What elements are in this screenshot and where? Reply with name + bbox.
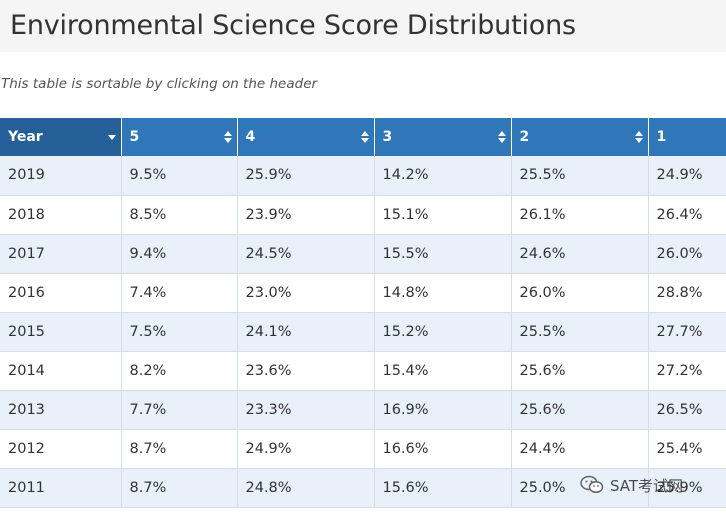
cell-score-3: 15.4% (374, 351, 512, 391)
cell-year: 2019 (0, 156, 122, 196)
cell-score-4: 23.3% (237, 390, 375, 430)
table-row: 2018 8.5% 23.9% 15.1% 26.1% 26.4% (0, 195, 726, 235)
column-header-score-5[interactable]: 5 (121, 118, 238, 156)
cell-score-2: 25.6% (511, 390, 649, 430)
watermark: SAT考试网 (580, 472, 683, 498)
cell-score-5: 9.4% (121, 234, 238, 274)
cell-score-1: 26.4% (648, 195, 726, 235)
cell-score-3: 14.2% (374, 156, 512, 196)
cell-score-4: 23.0% (237, 273, 375, 313)
cell-score-2: 25.5% (511, 312, 649, 352)
cell-score-1: 24.9% (648, 156, 726, 196)
watermark-text: SAT考试网 (610, 476, 684, 495)
cell-score-1: 25.9% (648, 468, 726, 508)
cell-score-2: 25.5% (511, 156, 649, 196)
cell-score-2: 26.1% (511, 195, 649, 235)
cell-score-5: 8.2% (121, 351, 238, 391)
cell-score-1: 26.0% (648, 234, 726, 274)
column-header-label: Year (8, 129, 43, 145)
table-body: 2019 9.5% 25.9% 14.2% 25.5% 24.9% 2018 8… (0, 156, 726, 508)
cell-score-4: 24.8% (237, 468, 375, 508)
sort-both-icon (360, 131, 369, 143)
table-row: 2016 7.4% 23.0% 14.8% 26.0% 28.8% (0, 273, 726, 313)
table-row: 2019 9.5% 25.9% 14.2% 25.5% 24.9% (0, 156, 726, 196)
cell-year: 2015 (0, 312, 122, 352)
sort-both-icon (634, 131, 643, 143)
column-header-label: 1 (656, 129, 667, 145)
cell-score-3: 16.9% (374, 390, 512, 430)
cell-score-5: 8.5% (121, 195, 238, 235)
cell-year: 2011 (0, 468, 122, 508)
table-row: 2015 7.5% 24.1% 15.2% 25.5% 27.7% (0, 312, 726, 352)
cell-score-2: 26.0% (511, 273, 649, 313)
cell-score-5: 7.4% (121, 273, 238, 313)
cell-score-5: 8.7% (121, 429, 238, 469)
cell-year: 2016 (0, 273, 122, 313)
cell-score-3: 14.8% (374, 273, 512, 313)
cell-score-1: 28.8% (648, 273, 726, 313)
table-row: 2014 8.2% 23.6% 15.4% 25.6% 27.2% (0, 351, 726, 391)
cell-score-1: 27.7% (648, 312, 726, 352)
header-row: Year 5 4 3 (0, 118, 726, 156)
table-row: 2017 9.4% 24.5% 15.5% 24.6% 26.0% (0, 234, 726, 274)
cell-year: 2014 (0, 351, 122, 391)
cell-score-3: 15.2% (374, 312, 512, 352)
wechat-icon (580, 475, 604, 494)
score-distribution-table: Year 5 4 3 (0, 118, 726, 508)
cell-score-4: 24.5% (237, 234, 375, 274)
sort-both-icon (223, 131, 232, 143)
cell-year: 2013 (0, 390, 122, 430)
table-hint: This table is sortable by clicking on th… (1, 76, 318, 92)
cell-year: 2012 (0, 429, 122, 469)
title-bar: Environmental Science Score Distribution… (0, 0, 726, 52)
cell-score-4: 23.6% (237, 351, 375, 391)
table-row: 2012 8.7% 24.9% 16.6% 24.4% 25.4% (0, 429, 726, 469)
column-header-score-3[interactable]: 3 (374, 118, 512, 156)
cell-score-3: 15.5% (374, 234, 512, 274)
column-header-score-2[interactable]: 2 (511, 118, 649, 156)
cell-score-4: 24.9% (237, 429, 375, 469)
cell-year: 2017 (0, 234, 122, 274)
cell-score-3: 16.6% (374, 429, 512, 469)
table-row: 2013 7.7% 23.3% 16.9% 25.6% 26.5% (0, 390, 726, 430)
cell-score-5: 8.7% (121, 468, 238, 508)
column-header-score-4[interactable]: 4 (237, 118, 375, 156)
page-title: Environmental Science Score Distribution… (10, 10, 576, 41)
cell-year: 2018 (0, 195, 122, 235)
column-header-label: 2 (519, 129, 530, 145)
cell-score-1: 27.2% (648, 351, 726, 391)
cell-score-4: 25.9% (237, 156, 375, 196)
cell-score-2: 25.6% (511, 351, 649, 391)
cell-score-5: 7.7% (121, 390, 238, 430)
table-row: 2011 8.7% 24.8% 15.6% 25.0% 25.9% (0, 468, 726, 508)
column-header-score-1[interactable]: 1 (648, 118, 726, 156)
cell-score-4: 24.1% (237, 312, 375, 352)
cell-score-2: 24.6% (511, 234, 649, 274)
cell-score-2: 24.4% (511, 429, 649, 469)
cell-score-3: 15.6% (374, 468, 512, 508)
column-header-label: 5 (129, 129, 140, 145)
sort-both-icon (497, 131, 506, 143)
caret-down-icon (107, 135, 116, 140)
cell-score-5: 7.5% (121, 312, 238, 352)
cell-score-3: 15.1% (374, 195, 512, 235)
cell-score-2: 25.0% (511, 468, 649, 508)
column-header-label: 3 (382, 129, 393, 145)
cell-score-1: 25.4% (648, 429, 726, 469)
cell-score-5: 9.5% (121, 156, 238, 196)
column-header-label: 4 (245, 129, 256, 145)
cell-score-4: 23.9% (237, 195, 375, 235)
cell-score-1: 26.5% (648, 390, 726, 430)
table-header: Year 5 4 3 (0, 118, 726, 156)
column-header-year[interactable]: Year (0, 118, 122, 156)
